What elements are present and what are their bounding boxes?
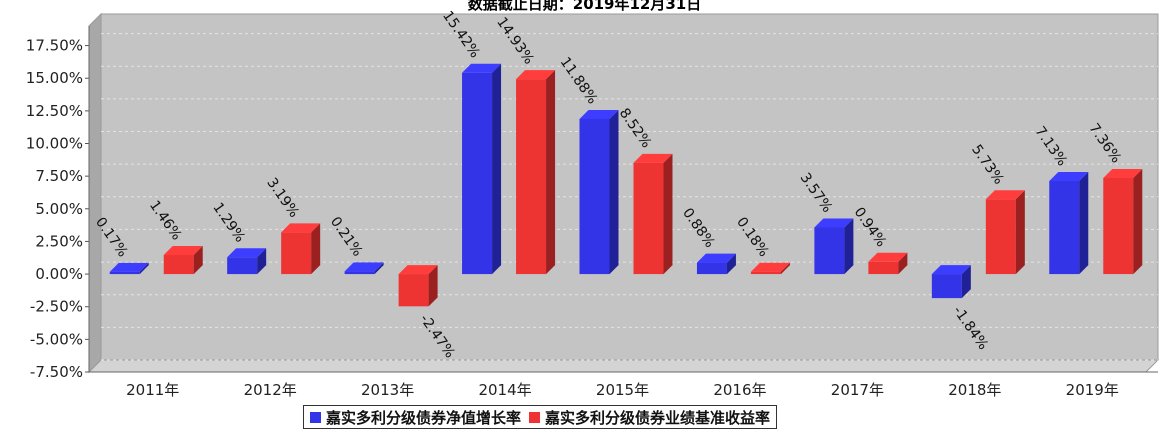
bar-side — [1015, 190, 1025, 275]
bar-front — [1103, 177, 1134, 275]
bar-front — [163, 255, 194, 275]
bar-side — [663, 153, 673, 275]
bar-side — [844, 218, 854, 275]
bar-side — [428, 265, 438, 307]
y-tick-label: 10.00% — [26, 135, 83, 153]
bar-side — [961, 265, 971, 299]
x-tick-label: 2018年 — [948, 381, 1001, 399]
x-tick-label: 2016年 — [713, 381, 766, 399]
bar-chart: 17.50% 15.00% 12.50% 10.00% 7.50% 5.00% 2.50% 0… — [26, 8, 1160, 399]
bar-front — [516, 79, 547, 275]
bar-front — [281, 232, 312, 275]
y-tick-label: -5.00% — [30, 330, 83, 348]
bar-front — [398, 274, 429, 307]
legend-label-benchmark: 嘉实多利分级债券业绩基准收益率 — [545, 408, 771, 427]
y-tick-label: -7.50% — [30, 363, 83, 381]
x-tick-label: 2017年 — [831, 381, 884, 399]
x-tick-label: 2015年 — [596, 381, 649, 399]
y-tick-label: 2.50% — [35, 232, 83, 250]
bar-top — [462, 63, 502, 73]
chart-title: 数据截止日期：2019年12月31日 — [467, 0, 702, 12]
legend-label-nav-growth: 嘉实多利分级债券净值增长率 — [326, 408, 522, 427]
bar-side — [1133, 168, 1143, 275]
bar-front — [931, 274, 962, 299]
y-tick-label: -2.50% — [30, 298, 83, 316]
y-tick-label: 7.50% — [35, 167, 83, 185]
bar-top — [985, 190, 1025, 200]
bar-top — [931, 265, 971, 275]
bar-front — [868, 261, 899, 275]
bar-front — [814, 227, 845, 275]
bar-side — [374, 262, 384, 275]
bar-front — [985, 199, 1016, 275]
bar-side — [139, 262, 149, 275]
bar-front — [579, 118, 610, 275]
bar-side — [546, 70, 556, 275]
bar-top — [814, 218, 854, 228]
bar-front — [344, 271, 375, 275]
x-tick-label: 2013年 — [361, 381, 414, 399]
bar-top — [696, 253, 736, 263]
bar-side — [311, 223, 321, 275]
bar-front — [227, 257, 258, 275]
bar-top — [868, 252, 908, 262]
bar-front — [1049, 180, 1080, 275]
bar-front — [750, 271, 781, 275]
bar-side — [193, 246, 203, 275]
bar-top — [750, 262, 790, 272]
legend-swatch-benchmark — [529, 411, 541, 423]
bar-top — [633, 153, 673, 163]
y-tick-label: 12.50% — [26, 102, 83, 120]
x-tick-label: 2014年 — [478, 381, 531, 399]
bar-top — [163, 246, 203, 256]
legend-swatch-nav-growth — [310, 411, 321, 423]
bar-side — [898, 252, 908, 275]
bar-top — [344, 262, 384, 272]
bar-top — [109, 262, 149, 272]
bar-side — [726, 253, 736, 275]
bar-front — [696, 262, 727, 275]
x-tick-label: 2012年 — [244, 381, 297, 399]
y-tick-label: 0.00% — [35, 265, 83, 283]
bar-side — [1079, 171, 1089, 275]
y-tick-label: 15.00% — [26, 69, 83, 87]
bar-front — [462, 72, 493, 275]
legend-item-benchmark: 嘉实多利分级债券业绩基准收益率 — [529, 407, 770, 428]
bar-top — [1103, 168, 1143, 178]
x-tick-label: 2019年 — [1066, 381, 1119, 399]
legend-item-nav-growth: 嘉实多利分级债券净值增长率 — [310, 407, 521, 428]
bar-top — [579, 109, 619, 119]
bar-side — [257, 248, 267, 275]
y-tick-label: 5.00% — [35, 200, 83, 218]
plot-side-wall — [88, 12, 102, 374]
bar-front — [633, 162, 664, 275]
chart-title-area: 数据截止日期：2019年12月31日 — [0, 0, 1169, 12]
x-tick-label: 2011年 — [126, 381, 179, 399]
bar-side — [780, 262, 790, 275]
bar-side — [492, 63, 502, 275]
bar-top — [281, 223, 321, 233]
bar-top — [398, 265, 438, 275]
bar-front — [109, 271, 140, 275]
bar-top — [1049, 171, 1089, 181]
plot-floor — [87, 359, 1160, 373]
bar-side — [609, 109, 619, 275]
y-tick-label: 17.50% — [26, 37, 83, 55]
bar-top — [516, 70, 556, 80]
bar-top — [227, 248, 267, 258]
legend: 嘉实多利分级债券净值增长率 嘉实多利分级债券业绩基准收益率 — [303, 405, 778, 429]
